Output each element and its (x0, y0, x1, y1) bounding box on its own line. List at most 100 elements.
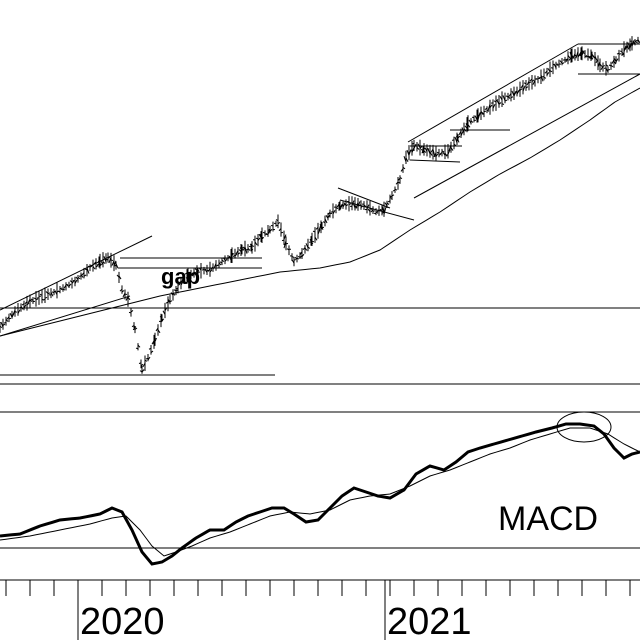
ohlc-bar (286, 245, 292, 256)
ohlc-bar (330, 203, 336, 219)
ohlc-bar (116, 271, 122, 284)
ohlc-bar (188, 269, 194, 279)
ohlc-bar (148, 345, 154, 355)
gap-annotation: gap (161, 264, 200, 289)
support-resistance-lines (0, 307, 640, 385)
ohlc-bar (427, 144, 433, 158)
ohlc-bar (267, 225, 273, 234)
ohlc-bar (302, 245, 308, 254)
ohlc-bar (185, 268, 191, 283)
ohlc-bar (27, 294, 33, 309)
macd-line (0, 422, 640, 566)
ohlc-bar (605, 66, 611, 73)
macd-panel: MACD (0, 411, 640, 566)
ohlc-bar (245, 244, 251, 253)
ohlc-bar (414, 141, 420, 152)
ohlc-bar (299, 247, 305, 259)
ohlc-bar (45, 288, 51, 300)
ohlc-bar (327, 209, 333, 218)
ohlc-bar (629, 36, 635, 51)
ohlc-bar (66, 281, 72, 288)
ohlc-bar (406, 145, 412, 161)
ohlc-bar (15, 303, 21, 316)
ohlc-bar (138, 359, 144, 369)
ohlc-bar (235, 246, 241, 257)
ohlc-bar (547, 61, 553, 77)
ohlc-bar (108, 252, 114, 268)
x-tick-label-2021: 2021 (387, 601, 472, 640)
ohlc-bar (305, 238, 311, 252)
ohlc-bar (608, 61, 614, 70)
ohlc-bar (36, 290, 42, 305)
ohlc-bar (119, 285, 125, 294)
trendline (0, 295, 131, 337)
ohlc-bar (392, 186, 398, 193)
ohlc-bar (229, 247, 235, 264)
ohlc-bar (294, 254, 300, 263)
ohlc-bar (291, 256, 297, 267)
ohlc-bar (170, 289, 176, 301)
ohlc-bar (572, 49, 578, 61)
ohlc-bar (75, 274, 81, 283)
ohlc-bar (436, 148, 442, 158)
ohlc-bar (167, 294, 173, 305)
ohlc-bar (158, 313, 164, 328)
ohlc-bar (597, 58, 603, 73)
ohlc-bar (232, 248, 238, 259)
ohlc-bar (556, 59, 562, 68)
ohlc-bar (252, 235, 258, 252)
ohlc-bar (417, 139, 423, 156)
ohlc-bar (595, 55, 601, 71)
ohlc-bar (152, 332, 158, 346)
ohlc-bar (113, 261, 119, 270)
ohlc-bar (6, 313, 12, 323)
ohlc-bar (207, 261, 213, 277)
ohlc-bar (132, 326, 138, 334)
ohlc-bar (343, 199, 349, 210)
ohlc-bar (481, 105, 487, 118)
ohlc-bar (204, 264, 210, 276)
ohlc-bar (526, 77, 532, 91)
ohlc-bar (553, 61, 559, 70)
ohlc-bar (319, 221, 325, 230)
ohlc-bar (239, 244, 245, 255)
ohlc-bar (0, 322, 3, 333)
ohlc-bar (421, 143, 427, 156)
ohlc-bar (535, 76, 541, 84)
ohlc-bar (242, 240, 248, 257)
trendlines (0, 43, 640, 337)
ohlc-bar (565, 51, 571, 65)
ohlc-bars (0, 36, 640, 374)
macd-highlight-circle (556, 411, 612, 443)
ohlc-bar (315, 222, 321, 239)
ohlc-bar (520, 80, 526, 95)
ohlc-bar (582, 50, 588, 59)
ohlc-bar (403, 150, 409, 164)
trendline (407, 43, 579, 143)
ohlc-bar (523, 80, 529, 91)
ohlc-bar (219, 258, 225, 266)
ohlc-bar (270, 221, 276, 232)
ohlc-bar (499, 91, 505, 108)
ohlc-bar (400, 164, 406, 173)
ohlc-bar (439, 148, 445, 157)
ohlc-bar (616, 49, 622, 62)
ohlc-bar (487, 99, 493, 115)
ohlc-bar (54, 282, 60, 299)
ohlc-bar (541, 68, 547, 81)
ohlc-bar (389, 191, 395, 201)
ohlc-bar (361, 201, 367, 211)
ohlc-bar (142, 355, 148, 371)
ohlc-bar (433, 145, 439, 161)
ohlc-bar (471, 115, 477, 123)
ohlc-bar (30, 297, 36, 304)
ohlc-bar (496, 94, 502, 108)
ohlc-bar (259, 227, 265, 243)
ohlc-bar (63, 282, 69, 291)
ohlc-bar (3, 316, 9, 326)
ohlc-bar (532, 75, 538, 87)
ohlc-bar (222, 255, 228, 265)
ohlc-bar (145, 353, 151, 362)
